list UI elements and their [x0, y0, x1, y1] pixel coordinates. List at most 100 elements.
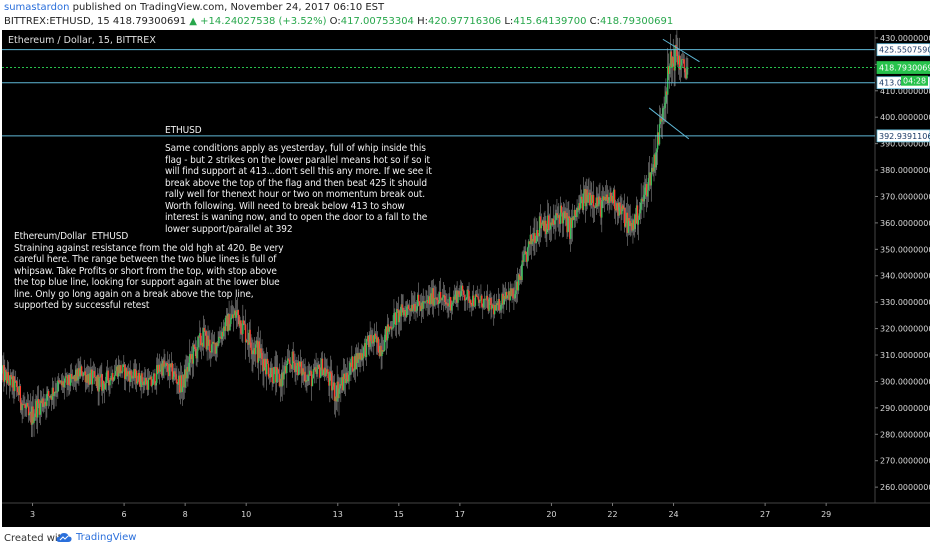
candle-body — [99, 376, 101, 378]
candle-body — [266, 358, 269, 364]
candle-body — [659, 118, 662, 125]
candle-body — [361, 353, 363, 360]
candle-body — [168, 363, 171, 377]
candle-body — [626, 212, 629, 233]
candle-body — [223, 326, 226, 331]
author-link[interactable]: sumastardon — [4, 2, 70, 13]
candle-body — [653, 154, 655, 172]
candle-body — [155, 382, 157, 386]
candle-body — [37, 399, 40, 404]
candle-body — [374, 333, 377, 337]
candle-body — [166, 363, 168, 365]
candle-body — [544, 220, 546, 232]
candle-body — [588, 192, 590, 195]
candle-body — [121, 371, 123, 373]
price-level-tag — [876, 43, 930, 57]
price-chart[interactable]: Ethereum / Dollar, 15, BITTREX 430.000000… — [2, 30, 930, 527]
price-level-label: 413.059 — [879, 79, 912, 88]
candle-body — [125, 368, 128, 377]
candle-body — [546, 228, 548, 235]
candle-body — [178, 375, 181, 393]
candle-body — [505, 291, 508, 299]
candle-body — [69, 374, 72, 386]
candle-body — [209, 339, 211, 352]
candle-body — [298, 361, 301, 367]
candle-body — [283, 371, 285, 380]
candle-body — [612, 196, 614, 204]
candle-body — [543, 220, 545, 232]
flag-trendline[interactable] — [662, 38, 700, 63]
candle-body — [444, 296, 446, 303]
candle-body — [420, 302, 423, 311]
x-tick-label: 13 — [333, 510, 343, 519]
candle-body — [478, 299, 480, 303]
candle-body — [610, 192, 612, 202]
candle-body — [114, 371, 117, 376]
candle-body — [504, 296, 506, 300]
candle-body — [468, 291, 470, 303]
candle-body — [413, 303, 415, 309]
candle-body — [151, 384, 153, 386]
candle-body — [115, 366, 118, 372]
candle-body — [288, 359, 291, 364]
candle-body — [40, 400, 43, 404]
left-note: Ethereum/Dollar ETHUSD Straining against… — [14, 231, 284, 311]
chart-area[interactable]: Ethereum / Dollar, 15, BITTREX 430.000000… — [2, 30, 930, 527]
tradingview-logo[interactable]: TradingView — [56, 532, 136, 543]
candle-body — [106, 370, 109, 373]
candle-body — [576, 208, 578, 218]
candle-body — [242, 320, 244, 334]
candle-body — [676, 48, 678, 57]
candle-body — [504, 291, 507, 300]
flag-trendline[interactable] — [648, 107, 690, 140]
candle-body — [216, 342, 218, 346]
candle-body — [362, 353, 364, 359]
x-tick-label: 29 — [821, 510, 831, 519]
candle-body — [609, 192, 611, 198]
candle-body — [533, 233, 535, 242]
candle-body — [113, 375, 116, 380]
candle-body — [240, 320, 242, 334]
candle-body — [374, 333, 376, 343]
candle-body — [569, 218, 572, 239]
candle-body — [586, 189, 588, 203]
candle-body — [303, 371, 305, 375]
candle-body — [112, 373, 114, 381]
candle-body — [56, 391, 58, 393]
candle-body — [537, 230, 539, 236]
candle-body — [558, 215, 561, 224]
candle-body — [301, 368, 304, 376]
candle-body — [313, 369, 315, 371]
candle-body — [109, 377, 111, 386]
candle-body — [581, 199, 584, 210]
candle-body — [348, 374, 350, 382]
candle-body — [405, 311, 407, 317]
candle-body — [580, 196, 582, 209]
candle-body — [302, 368, 304, 375]
candle-body — [498, 299, 500, 311]
candle-body — [62, 381, 65, 388]
candle-body — [33, 417, 35, 423]
candle-body — [258, 341, 261, 359]
candle-body — [37, 399, 39, 418]
candle-body — [594, 207, 597, 209]
candle-body — [467, 289, 469, 292]
candle-body — [515, 281, 518, 291]
candle-body — [64, 376, 66, 383]
candle-body — [39, 400, 42, 415]
candle-body — [376, 337, 379, 343]
candle-body — [195, 349, 197, 359]
candle-body — [658, 124, 661, 145]
candle-body — [380, 345, 382, 356]
candle-body — [619, 202, 621, 208]
candle-body — [685, 72, 687, 79]
price-level-tag — [876, 61, 930, 74]
candle-body — [332, 382, 335, 387]
candle-body — [32, 406, 34, 423]
y-tick-label: 310.00000000 — [880, 351, 930, 360]
candle-body — [194, 346, 196, 350]
y-tick-label: 290.00000000 — [880, 404, 930, 413]
candle-body — [169, 363, 172, 368]
candle-body — [674, 45, 676, 71]
candle-body — [105, 372, 108, 384]
